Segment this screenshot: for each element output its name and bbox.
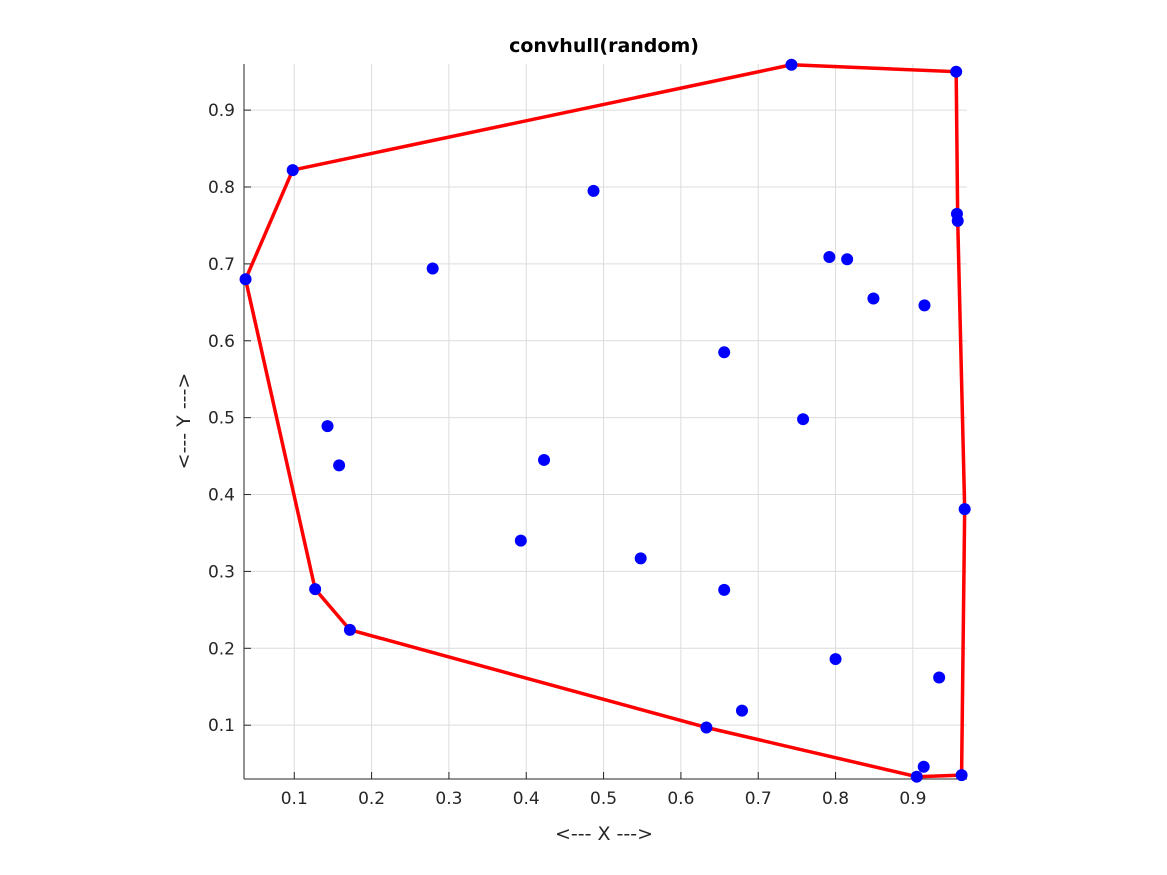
y-tick-label: 0.3 [208,562,235,582]
x-tick-label: 0.4 [513,789,540,809]
data-point [321,420,334,433]
y-axis-label: <--- Y ---> [173,373,195,470]
data-point [785,58,798,71]
y-tick-label: 0.1 [208,716,235,736]
data-point [426,262,439,275]
data-point [700,721,713,734]
data-point [309,583,322,596]
y-tick-label: 0.2 [208,639,235,659]
data-point [587,184,600,197]
hull-series [243,63,967,779]
chart-title: convhull(random) [509,35,699,57]
data-point [867,292,880,305]
data-point [918,299,931,312]
data-point [951,214,964,227]
x-tick-label: 0.6 [667,789,694,809]
data-point [841,253,854,266]
y-tick-label: 0.8 [208,178,235,198]
data-point [718,583,731,596]
y-tick-label: 0.5 [208,409,235,429]
data-point [538,453,551,466]
x-tick-label: 0.9 [899,789,926,809]
data-point [514,534,527,547]
x-tick-label: 0.7 [745,789,772,809]
x-axis-label: <--- X ---> [555,823,653,845]
data-point [286,164,299,177]
data-point [823,250,836,263]
data-point [797,413,810,426]
x-tick-label: 0.5 [590,789,617,809]
x-tick-label: 0.8 [822,789,849,809]
data-point [343,623,356,636]
y-ticks: 0.1 0.2 0.3 0.4 0.5 0.6 0.7 0.8 0.9 [208,101,251,736]
data-point [333,459,346,472]
data-point [958,503,971,516]
data-point [735,704,748,717]
data-point [950,65,963,78]
point-series [239,58,971,783]
axes [243,64,967,780]
hull-line [243,63,967,779]
data-point [718,346,731,359]
data-point [910,770,923,783]
grid-lines [244,64,967,779]
data-point [239,273,252,286]
y-tick-label: 0.9 [208,101,235,121]
x-tick-label: 0.1 [281,789,308,809]
data-point [829,653,842,666]
data-point [933,671,946,684]
x-tick-label: 0.2 [358,789,385,809]
y-tick-label: 0.6 [208,332,235,352]
x-ticks: 0.1 0.2 0.3 0.4 0.5 0.6 0.7 0.8 0.9 [281,772,926,809]
data-point [917,760,930,773]
y-tick-label: 0.4 [208,486,235,506]
data-point [955,769,968,782]
x-tick-label: 0.3 [435,789,462,809]
data-point [634,552,647,565]
y-tick-label: 0.7 [208,255,235,275]
